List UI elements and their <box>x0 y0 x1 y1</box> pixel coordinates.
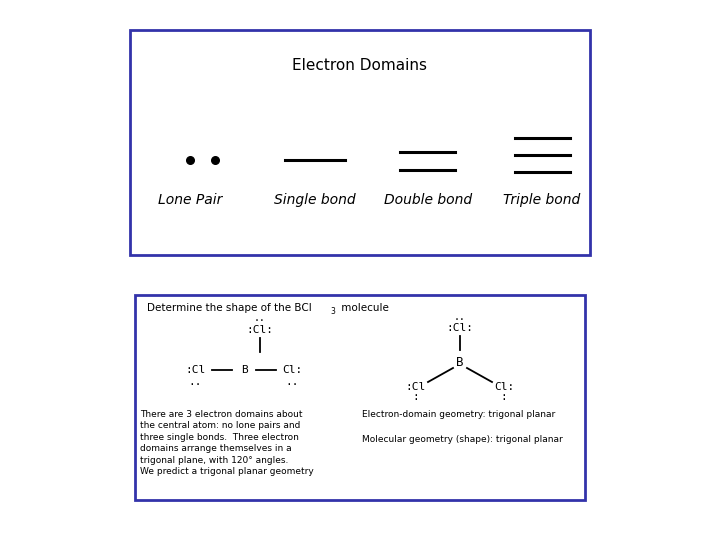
Bar <box>135 295 585 500</box>
Text: Cl:: Cl: <box>494 382 514 392</box>
Text: :Cl:: :Cl: <box>446 323 474 333</box>
Text: Double bond: Double bond <box>384 193 472 207</box>
Text: :Cl: :Cl <box>185 365 205 375</box>
Text: ..: .. <box>285 377 299 387</box>
Text: Electron Domains: Electron Domains <box>292 57 428 72</box>
Text: Lone Pair: Lone Pair <box>158 193 222 207</box>
Text: molecule: molecule <box>338 303 389 313</box>
Text: Cl:: Cl: <box>282 365 302 375</box>
Text: Single bond: Single bond <box>274 193 356 207</box>
Text: :Cl:: :Cl: <box>246 325 274 335</box>
Text: :: : <box>413 392 419 402</box>
Text: B: B <box>240 365 248 375</box>
Text: ..: .. <box>454 312 466 322</box>
Text: B: B <box>456 355 464 368</box>
Text: ..: .. <box>254 313 266 323</box>
Text: Triple bond: Triple bond <box>503 193 580 207</box>
Text: :Cl: :Cl <box>406 382 426 392</box>
Text: There are 3 electron domains about
the central atom: no lone pairs and
three sin: There are 3 electron domains about the c… <box>140 410 314 476</box>
Text: :: : <box>500 392 508 402</box>
Text: Electron-domain geometry: trigonal planar

Molecular geometry (shape): trigonal : Electron-domain geometry: trigonal plana… <box>362 410 563 444</box>
Text: 3: 3 <box>330 307 335 316</box>
Point <box>184 156 196 164</box>
Point <box>210 156 221 164</box>
Bar <box>130 30 590 255</box>
Text: Determine the shape of the BCl: Determine the shape of the BCl <box>147 303 312 313</box>
Text: ..: .. <box>188 377 202 387</box>
